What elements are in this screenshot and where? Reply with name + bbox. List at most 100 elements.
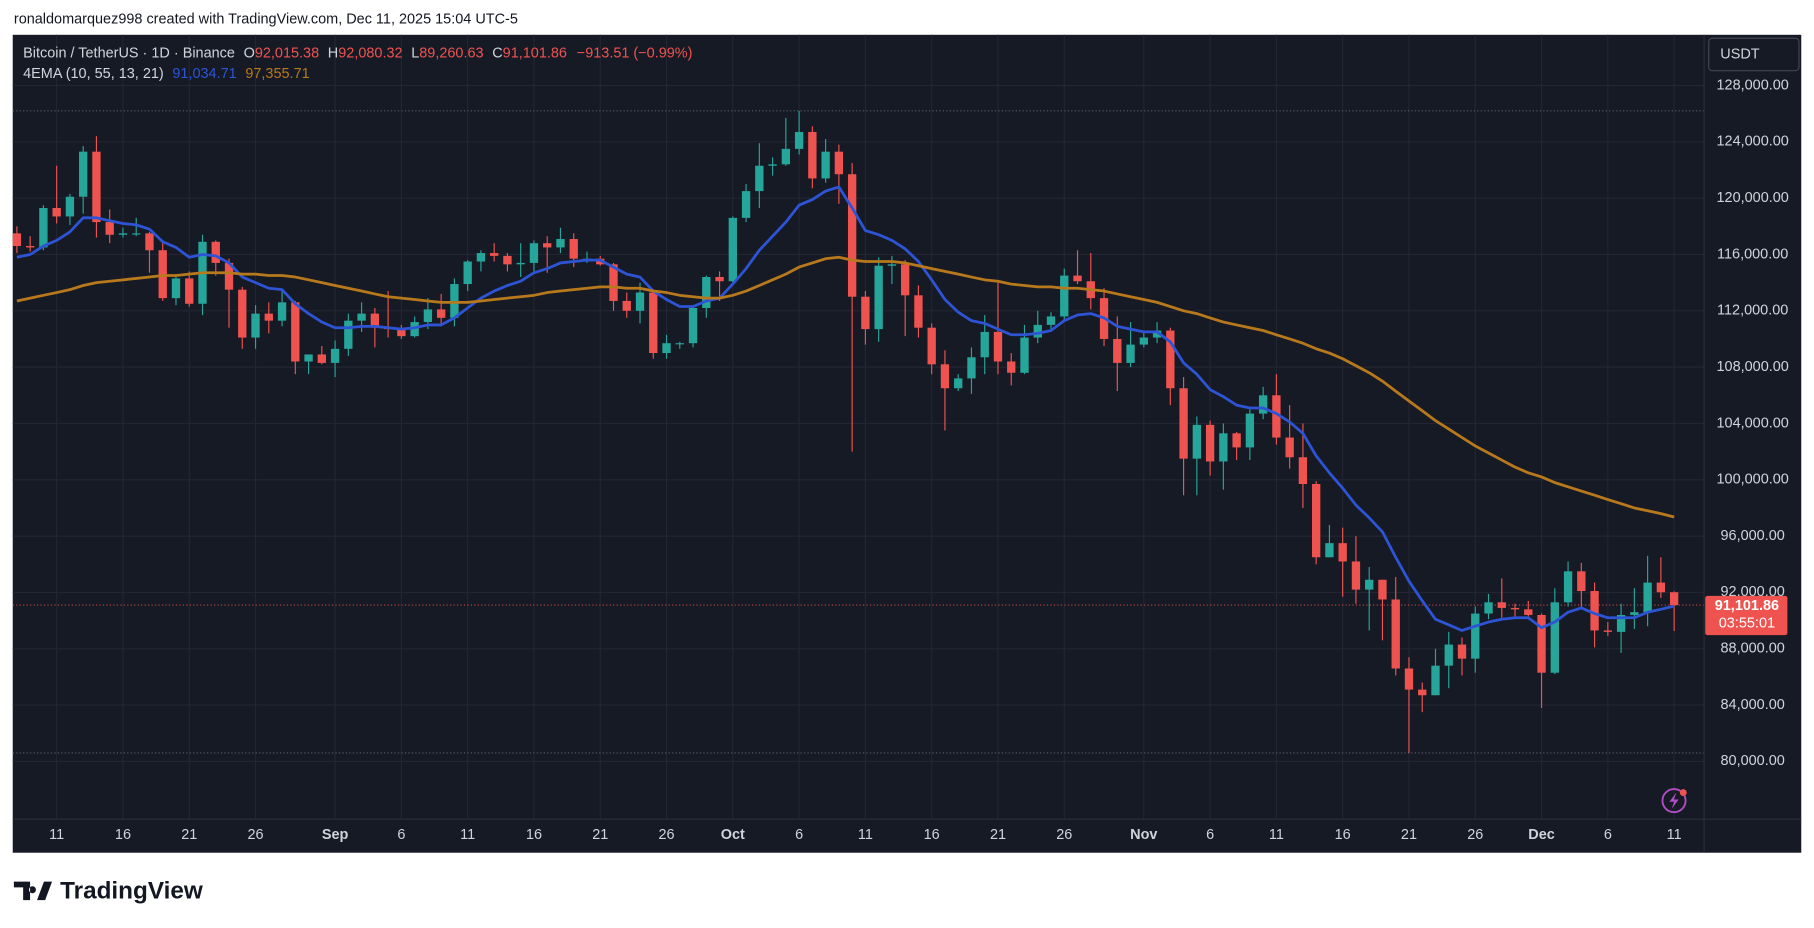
candle-body <box>834 151 844 175</box>
candle-body <box>993 331 1003 362</box>
candle-body <box>1219 433 1228 462</box>
y-tick-label: 128,000.00 <box>1717 77 1789 93</box>
y-tick-label: 108,000.00 <box>1717 359 1789 375</box>
caption: ronaldomarquez998 created with TradingVi… <box>14 12 518 28</box>
y-tick-label: 96,000.00 <box>1721 528 1785 544</box>
candle-body <box>185 278 194 304</box>
candle-body <box>1285 437 1294 458</box>
candle-body <box>675 343 684 345</box>
candle-body <box>755 165 764 192</box>
candle-body <box>1497 602 1506 608</box>
candle-body <box>1444 644 1453 666</box>
candle-body <box>1577 571 1586 592</box>
y-tick-label: 120,000.00 <box>1717 190 1789 206</box>
x-tick-label: 16 <box>1335 827 1351 843</box>
brand: TradingView <box>60 877 203 904</box>
y-tick-label: 124,000.00 <box>1717 134 1789 150</box>
candle-body <box>781 148 791 165</box>
candle-body <box>1046 316 1056 325</box>
x-tick-label: 6 <box>397 827 405 843</box>
candle-body <box>1139 337 1148 345</box>
candle-body <box>264 313 273 321</box>
x-tick-label: 6 <box>795 827 803 843</box>
x-tick-label: 21 <box>1401 827 1417 843</box>
candle-body <box>39 208 48 248</box>
x-tick-label: 11 <box>1269 827 1284 843</box>
candle-body <box>874 265 883 330</box>
candle-body <box>224 262 234 290</box>
candle-body <box>543 243 552 248</box>
chart-panel <box>12 34 1802 853</box>
candle-body <box>1457 644 1467 659</box>
ohlc-legend: Bitcoin / TetherUS · 1D · Binance O92,01… <box>23 45 692 61</box>
candle-body <box>847 174 857 297</box>
candle-body <box>145 233 154 251</box>
x-tick-label: 11 <box>49 827 64 843</box>
candle-body <box>1007 361 1016 373</box>
candle-body <box>344 320 353 349</box>
x-tick-label: 26 <box>1467 827 1483 843</box>
currency-box[interactable] <box>1708 37 1800 72</box>
x-tick-label: Oct <box>721 827 745 843</box>
candle-body <box>171 278 181 299</box>
low-value: 89,260.63 <box>419 45 483 61</box>
candle-body <box>1338 543 1347 562</box>
x-tick-label: 26 <box>1056 827 1072 843</box>
candle-body <box>92 151 101 223</box>
candle-body <box>649 292 658 354</box>
candle-body <box>65 196 75 217</box>
candle-body <box>1616 614 1626 632</box>
candle-body <box>52 208 61 217</box>
candle-body <box>304 354 313 362</box>
y-tick-label: 88,000.00 <box>1721 641 1785 657</box>
countdown: 03:55:01 <box>1719 615 1775 631</box>
candle-body <box>476 253 486 262</box>
candle-body <box>1378 579 1387 600</box>
candle-body <box>887 264 897 266</box>
candle-body <box>516 262 525 265</box>
candle-body <box>688 307 698 344</box>
candle-body <box>1404 668 1414 690</box>
candle-body <box>238 289 247 338</box>
candle-body <box>768 164 777 166</box>
x-tick-label: Dec <box>1528 827 1555 843</box>
candle-body <box>1351 561 1361 590</box>
candle-body <box>1126 344 1135 363</box>
candle-body <box>1391 599 1400 669</box>
open-key: O <box>244 45 255 61</box>
candle-body <box>741 191 751 218</box>
candle-body <box>861 296 870 330</box>
candle-body <box>1060 275 1069 317</box>
candle-body <box>702 277 711 308</box>
x-tick-label: 16 <box>526 827 542 843</box>
alert-icon[interactable] <box>1661 788 1687 814</box>
candle-body <box>569 238 578 259</box>
candle-body <box>1431 665 1440 696</box>
brand-logo[interactable]: TradingView <box>13 877 203 904</box>
x-tick-label: 16 <box>115 827 131 843</box>
x-tick-label: 21 <box>181 827 197 843</box>
icon-ring <box>1661 788 1687 814</box>
open-value: 92,015.38 <box>255 45 319 61</box>
candle-body <box>967 357 976 379</box>
x-tick-label: Sep <box>322 827 349 843</box>
x-tick-label: 6 <box>1604 827 1612 843</box>
candle-body <box>1630 612 1639 615</box>
indicator-legend: 4EMA (10, 55, 13, 21) 91,034.71 97,355.7… <box>23 66 310 82</box>
candle-body <box>105 222 114 235</box>
y-tick-label: 84,000.00 <box>1721 697 1785 713</box>
candle-body <box>556 238 565 248</box>
y-tick-label: 80,000.00 <box>1721 753 1785 769</box>
indicator-name: 4EMA (10, 55, 13, 21) <box>23 66 164 82</box>
candle-body <box>1603 630 1613 632</box>
candle-body <box>1179 388 1188 459</box>
x-tick-label: 6 <box>1206 827 1214 843</box>
last-price-label: 91,101.86 <box>1715 598 1779 614</box>
candle-body <box>940 364 950 389</box>
candle-body <box>1033 324 1042 338</box>
high-key: H <box>328 45 338 61</box>
y-tick-label: 112,000.00 <box>1717 303 1788 319</box>
candle-body <box>463 261 472 285</box>
currency: USDT <box>1720 46 1760 62</box>
